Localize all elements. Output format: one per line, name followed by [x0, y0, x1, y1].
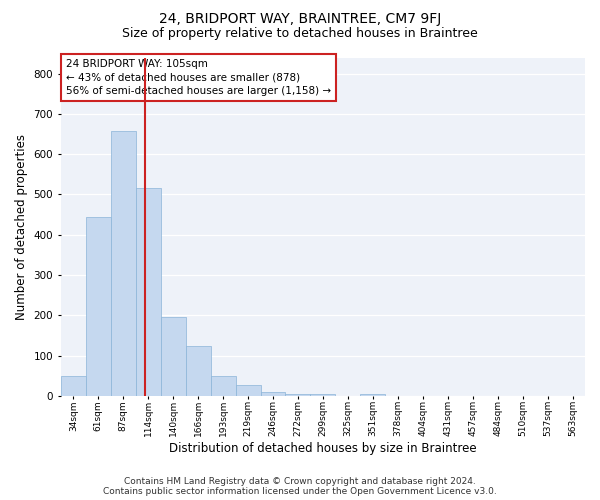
Bar: [161, 316, 185, 396]
Bar: [310, 394, 335, 396]
Bar: [236, 385, 260, 396]
Bar: [361, 394, 385, 396]
Bar: [211, 376, 236, 396]
Y-axis label: Number of detached properties: Number of detached properties: [15, 134, 28, 320]
Bar: [286, 394, 310, 396]
Text: 24 BRIDPORT WAY: 105sqm
← 43% of detached houses are smaller (878)
56% of semi-d: 24 BRIDPORT WAY: 105sqm ← 43% of detache…: [66, 59, 331, 96]
X-axis label: Distribution of detached houses by size in Braintree: Distribution of detached houses by size …: [169, 442, 477, 455]
Text: 24, BRIDPORT WAY, BRAINTREE, CM7 9FJ: 24, BRIDPORT WAY, BRAINTREE, CM7 9FJ: [159, 12, 441, 26]
Text: Contains HM Land Registry data © Crown copyright and database right 2024.
Contai: Contains HM Land Registry data © Crown c…: [103, 476, 497, 496]
Bar: [136, 188, 161, 396]
Bar: [86, 217, 111, 396]
Bar: [260, 392, 286, 396]
Bar: [185, 346, 211, 396]
Bar: [61, 376, 86, 396]
Bar: [111, 131, 136, 396]
Text: Size of property relative to detached houses in Braintree: Size of property relative to detached ho…: [122, 28, 478, 40]
